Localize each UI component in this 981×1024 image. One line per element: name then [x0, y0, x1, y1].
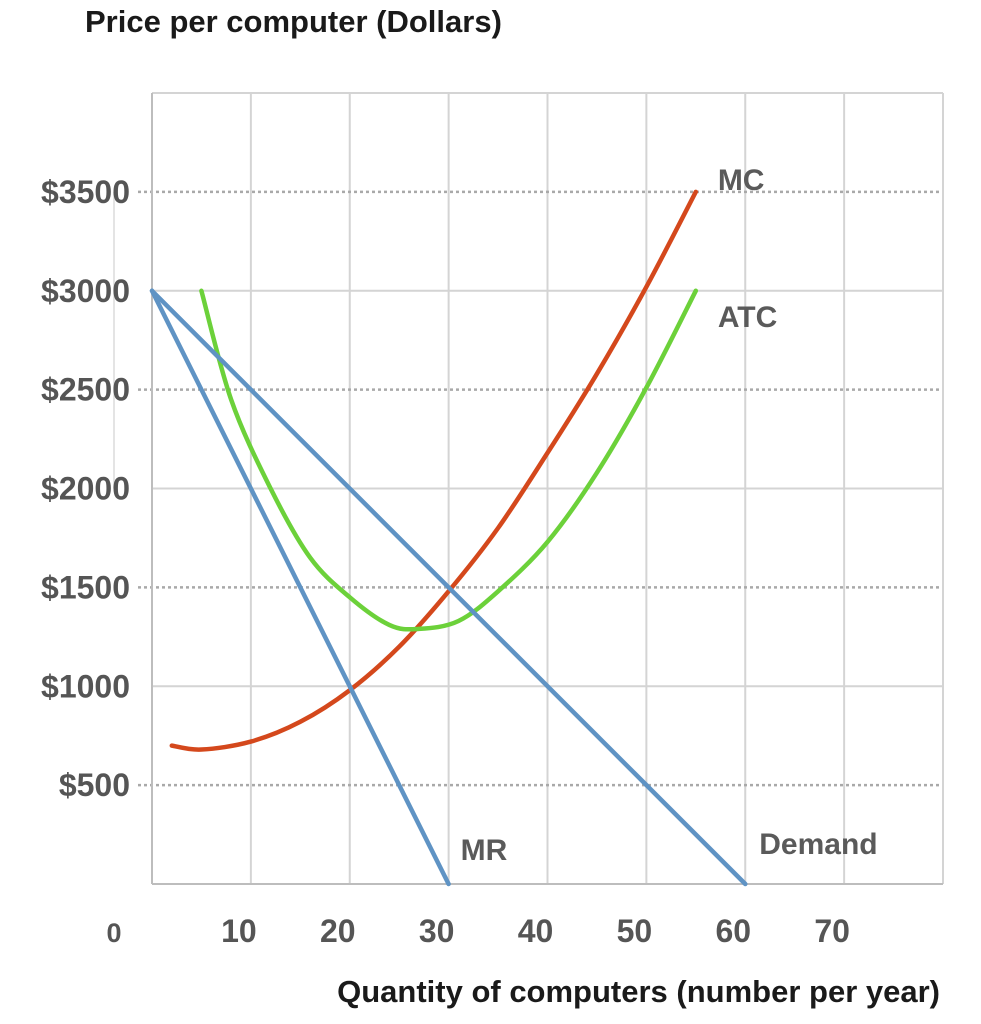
y-tick-label: $2500 [41, 372, 130, 408]
x-tick-label: 40 [518, 913, 554, 949]
curve-label-demand: Demand [759, 828, 877, 861]
axes [113, 93, 943, 885]
series-line-demand [149, 288, 748, 887]
grid [151, 92, 944, 885]
y-tick-label: $3000 [41, 273, 130, 309]
curve-label-mr: MR [461, 834, 508, 867]
x-tick-label: 30 [419, 913, 455, 949]
x-axis-title: Quantity of computers (number per year) [337, 974, 940, 1009]
y-tick-label: $1500 [41, 569, 130, 605]
y-tick-label: $500 [59, 767, 130, 803]
curve-label-mc: MC [718, 164, 765, 197]
series-line-mc [169, 189, 699, 752]
x-tick-label: 60 [715, 913, 751, 949]
y-tick-label: $2000 [41, 471, 130, 507]
tick-labels: $500 $1000 $1500 $2000 $2500 $3000 $3500 10 20 30… [41, 174, 850, 949]
series-line-atc [199, 288, 699, 632]
x-tick-label: 20 [320, 913, 356, 949]
y-tick-label: $3500 [41, 174, 130, 210]
series-lines [149, 189, 748, 887]
x-tick-label: 70 [814, 913, 850, 949]
curve-label-atc: ATC [718, 301, 777, 334]
y-axis-title: Price per computer (Dollars) [85, 4, 502, 39]
x-tick-label: 50 [617, 913, 653, 949]
curve-labels: MC ATC Demand MR [461, 164, 878, 867]
x-tick-label: 10 [221, 913, 257, 949]
y-tick-label: $1000 [41, 668, 130, 704]
x-origin-label: 0 [106, 918, 121, 948]
series-line-mr [149, 288, 451, 887]
price-guide-lines [138, 190, 940, 787]
